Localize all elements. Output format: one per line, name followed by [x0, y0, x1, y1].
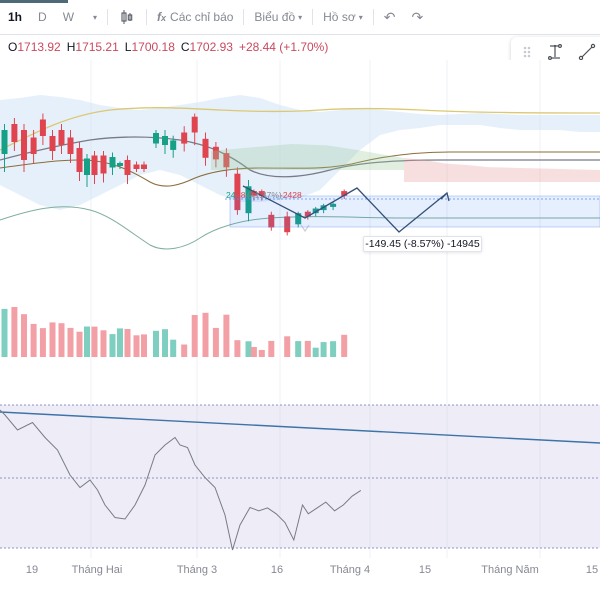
svg-text:(+1.37%): (+1.37%): [247, 190, 282, 200]
svg-text:28: 28: [236, 190, 246, 200]
svg-text:24: 24: [226, 190, 236, 200]
svg-text:-2428: -2428: [280, 190, 302, 200]
